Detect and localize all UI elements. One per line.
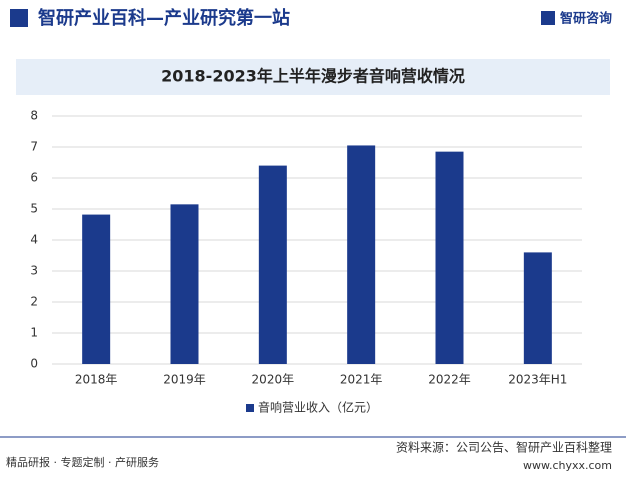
y-tick-label: 8 (30, 109, 38, 123)
x-tick-label: 2018年 (75, 373, 118, 387)
logo-icon (541, 11, 555, 25)
logo-text: 智研咨询 (560, 11, 612, 27)
plot: 0 1 2 3 4 5 6 7 8 2018年 2019年 2020年 2021年 2022年 2023年H… (30, 109, 582, 415)
legend-swatch (246, 404, 254, 412)
y-tick-label: 2 (30, 295, 38, 309)
x-tick-label: 2021年 (340, 373, 383, 387)
x-tick-label: 2022年 (428, 373, 471, 387)
footer-services: 精品研报 · 专题定制 · 产研服务 (6, 455, 159, 469)
y-tick-label: 3 (30, 264, 38, 278)
legend-label: 音响营业收入（亿元） (258, 400, 378, 415)
chart-title: 2018-2023年上半年漫步者音响营收情况 (161, 67, 465, 86)
footer-source: 资料来源：公司公告、智研产业百科整理 (396, 440, 612, 455)
y-tick-label: 4 (30, 233, 38, 247)
x-tick-label: 2020年 (252, 373, 295, 387)
x-tick-label: 2023年H1 (508, 373, 567, 387)
y-tick-label: 7 (30, 140, 38, 154)
bar (435, 151, 464, 364)
y-tick-label: 5 (30, 202, 38, 216)
y-tick-label: 6 (30, 171, 38, 185)
chart-title-box (16, 59, 610, 95)
header-icon (10, 9, 28, 27)
x-tick-label: 2019年 (163, 373, 206, 387)
y-tick-label: 1 (30, 326, 38, 340)
y-tick-label: 0 (30, 357, 38, 371)
bar (82, 214, 111, 364)
bar (258, 165, 287, 364)
footer-url: www.chyxx.com (523, 459, 612, 472)
header-title: 智研产业百科—产业研究第一站 (38, 7, 290, 29)
bar (347, 145, 376, 364)
bar (523, 252, 552, 364)
bar (170, 204, 199, 364)
